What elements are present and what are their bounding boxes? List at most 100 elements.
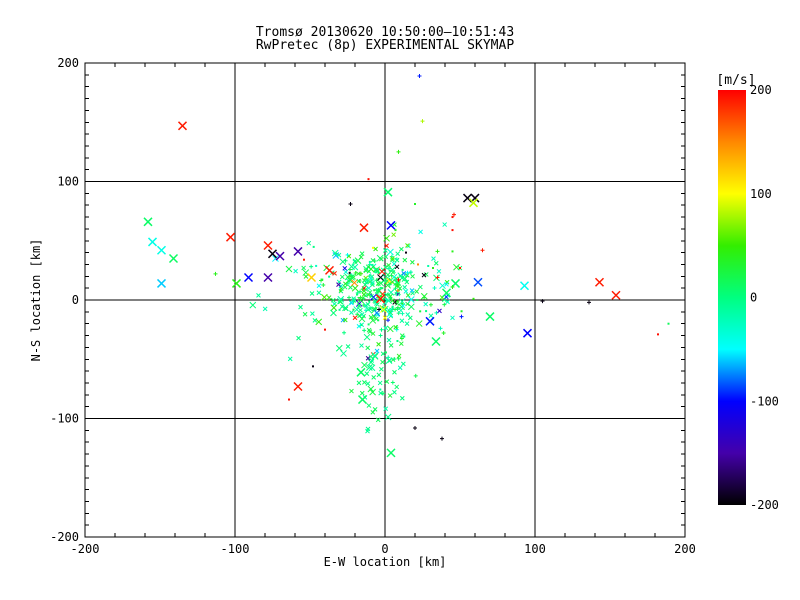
data-point	[349, 300, 354, 306]
data-point	[383, 406, 389, 412]
data-point	[147, 237, 158, 247]
data-point	[379, 327, 384, 332]
data-point	[312, 318, 318, 323]
data-point	[335, 344, 343, 352]
data-point	[348, 202, 353, 207]
data-point	[364, 371, 370, 376]
data-point	[330, 309, 337, 317]
data-point	[380, 277, 388, 284]
data-point	[367, 265, 375, 273]
data-point	[342, 317, 348, 323]
data-point	[385, 357, 393, 364]
data-point	[390, 297, 393, 300]
data-point	[386, 325, 394, 333]
data-point	[460, 310, 463, 313]
data-point	[386, 337, 392, 343]
data-point	[366, 285, 372, 291]
data-point	[363, 333, 371, 341]
data-point	[347, 295, 352, 300]
data-point	[321, 283, 326, 288]
data-point	[380, 306, 387, 313]
data-point	[375, 294, 386, 304]
data-point	[387, 393, 393, 398]
data-point	[443, 294, 449, 300]
data-point	[405, 312, 411, 317]
data-point	[420, 119, 425, 124]
data-point	[388, 293, 393, 299]
data-point	[397, 365, 403, 371]
data-point	[439, 282, 446, 290]
data-point	[213, 271, 218, 276]
data-point	[396, 311, 401, 316]
data-point	[398, 308, 404, 313]
data-point	[394, 290, 399, 295]
data-point	[611, 290, 621, 300]
data-point	[383, 234, 390, 242]
data-point	[417, 263, 419, 266]
data-point	[425, 316, 435, 326]
data-point	[398, 341, 404, 347]
data-point	[462, 193, 473, 203]
data-point	[395, 305, 400, 310]
data-point	[480, 248, 485, 253]
data-point	[407, 315, 413, 321]
data-point	[378, 333, 383, 338]
data-point	[378, 390, 384, 396]
data-point	[380, 351, 386, 357]
data-point	[359, 343, 364, 348]
data-point	[353, 306, 361, 313]
data-point	[431, 336, 441, 347]
data-point	[409, 288, 415, 293]
data-point	[359, 251, 365, 257]
data-point	[384, 379, 390, 384]
data-point	[365, 301, 371, 307]
data-point	[540, 299, 545, 304]
data-point	[393, 307, 398, 312]
data-point	[360, 323, 363, 326]
data-point	[361, 288, 367, 294]
data-point	[519, 281, 530, 291]
data-point	[377, 274, 384, 281]
data-point	[402, 257, 408, 263]
data-point	[400, 303, 406, 309]
data-point	[324, 265, 335, 275]
colorbar-tick-label: 200	[750, 83, 772, 97]
data-point	[367, 323, 370, 326]
data-point	[369, 274, 372, 277]
data-point	[399, 318, 405, 324]
data-point	[356, 293, 359, 296]
data-point	[349, 310, 354, 316]
data-point	[368, 354, 374, 359]
colorbar-tick-label: -200	[750, 498, 779, 512]
data-point	[342, 330, 347, 335]
data-point	[417, 74, 422, 79]
data-point	[382, 315, 388, 321]
data-point	[363, 268, 369, 273]
data-point	[395, 251, 401, 257]
data-point	[364, 306, 372, 313]
data-point	[390, 256, 395, 261]
data-point	[339, 258, 347, 266]
y-tick-label: 100	[57, 175, 79, 189]
data-point	[459, 267, 461, 270]
data-point	[390, 380, 395, 385]
data-point	[338, 299, 343, 305]
data-point	[339, 274, 345, 280]
data-point	[293, 246, 303, 256]
data-point	[303, 274, 309, 279]
data-point	[345, 252, 350, 257]
data-point	[267, 249, 278, 259]
data-point	[392, 357, 397, 362]
data-point	[377, 380, 383, 386]
data-point	[407, 303, 415, 311]
data-point	[376, 341, 381, 347]
data-point	[376, 254, 384, 262]
data-point	[388, 343, 394, 348]
data-point	[388, 307, 394, 313]
data-point	[351, 296, 357, 301]
data-point	[384, 351, 387, 354]
data-point	[340, 350, 347, 357]
data-point	[332, 252, 340, 259]
data-point	[315, 318, 323, 326]
data-point	[293, 381, 303, 392]
